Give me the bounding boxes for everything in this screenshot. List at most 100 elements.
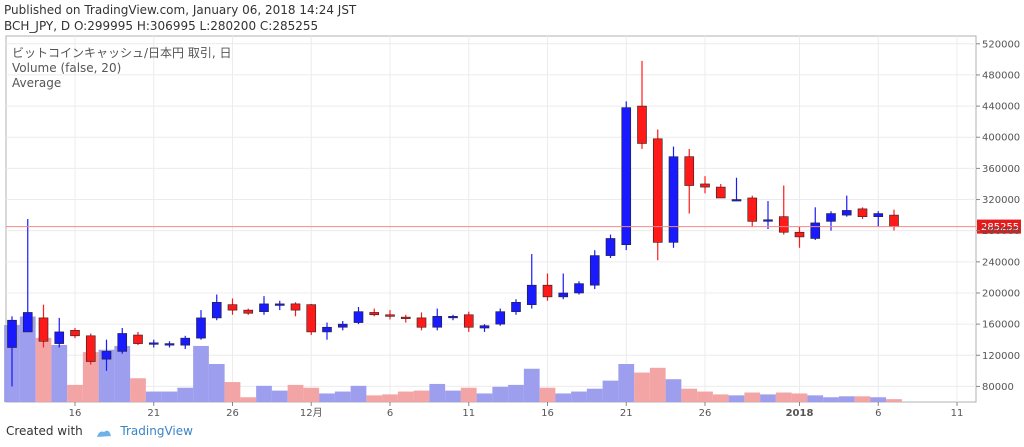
volume-bar [240,397,257,402]
plot-background [5,35,977,403]
candle-body [652,138,663,243]
y-tick-label: 400000 [982,133,1020,144]
volume-bar [208,364,225,402]
volume-bar [445,390,461,402]
legend-average: Average [12,76,61,90]
candle-body [684,156,695,186]
candle-body [306,304,317,333]
volume-bar [602,380,619,402]
candle-body [448,316,458,319]
tradingview-logo-icon [95,427,113,437]
volume-bar [98,349,115,402]
candle-body [180,337,191,346]
candle-body [589,255,600,286]
volume-bar [224,382,241,402]
volume-bar [744,392,761,402]
candle-body [495,311,506,325]
candle-body [826,213,836,222]
volume-bar [382,394,398,402]
candle-body [243,309,254,314]
candle-body [621,107,632,245]
volume-bar [681,388,698,402]
volume-bar [508,384,524,402]
volume-bar [728,395,745,402]
candle-body [731,199,742,202]
candle-body [148,342,159,345]
volume-bar [697,391,713,402]
volume-bar [854,396,871,402]
x-tick-label: 26 [226,408,239,419]
x-tick-label: 11 [951,408,964,419]
candle-body [369,312,380,316]
x-tick-label: 21 [147,408,160,419]
candle-body [463,314,474,328]
publish-info: Published on TradingView.com, January 06… [4,3,357,17]
y-tick-label: 360000 [982,164,1020,175]
x-axis: 16 21 26 12月 6 11 16 21 26 2018 6 11 [69,402,964,419]
candle-body [54,331,65,344]
volume-bar [429,383,446,402]
y-tick-label: 240000 [982,257,1020,268]
volume-bars [4,316,902,402]
y-tick-label: 80000 [982,382,1014,393]
x-tick-label: 12月 [300,407,323,419]
volume-bar [145,391,162,402]
candle-body [164,343,175,346]
volume-bar [665,379,682,402]
volume-bar [634,372,650,402]
volume-bar [760,394,776,402]
volume-bar [586,388,603,402]
candle-body [637,105,647,144]
candle-body [857,208,868,217]
volume-bar [366,395,383,402]
last-price-line: 285255 [6,219,1021,234]
volume-bar [775,392,792,402]
volume-bar [618,364,635,402]
volume-bar [350,385,367,402]
candle-body [38,317,49,342]
candle-body [511,302,521,312]
candle-body [558,292,569,298]
candle-body [259,303,269,312]
candle-body [526,284,537,305]
volume-bar [838,396,855,402]
volume-bar [303,387,320,402]
symbol-ohlc: BCH_JPY, D O:299995 H:306995 L:280200 C:… [4,19,319,33]
candle-body [668,156,679,243]
chart-header: Published on TradingView.com, January 06… [4,2,356,34]
candle-body [700,183,710,188]
volume-bar [51,345,68,402]
last-price-label: 285255 [981,222,1019,233]
candle-body [432,316,443,328]
y-tick-label: 160000 [982,320,1020,331]
candle-body [747,197,758,222]
volume-bar [886,399,902,402]
volume-bar [177,387,194,402]
candle-body [117,333,128,352]
candle-body [794,231,805,238]
candle-body [211,302,222,319]
x-tick-label: 6 [875,408,881,419]
candle-body [715,186,726,199]
tradingview-brand[interactable]: TradingView [120,424,193,438]
x-tick-label: 16 [541,408,554,419]
candle-body [889,214,899,227]
candle-body [873,213,884,217]
volume-bar [539,387,556,402]
volume-bar [334,391,351,402]
candle-body [227,304,238,311]
volume-bar [397,391,414,402]
volume-bar [82,352,99,402]
candle-body [322,326,332,333]
candle-body [400,316,411,319]
volume-bar [130,378,146,402]
candle-body [274,303,285,306]
y-tick-label: 440000 [982,102,1020,113]
candle-body [763,219,773,222]
volume-bar [193,345,209,402]
y-tick-label: 280000 [982,226,1020,237]
footer: Created with TradingView [6,424,193,438]
candlestick-series [7,60,899,387]
volume-bar [712,394,729,402]
